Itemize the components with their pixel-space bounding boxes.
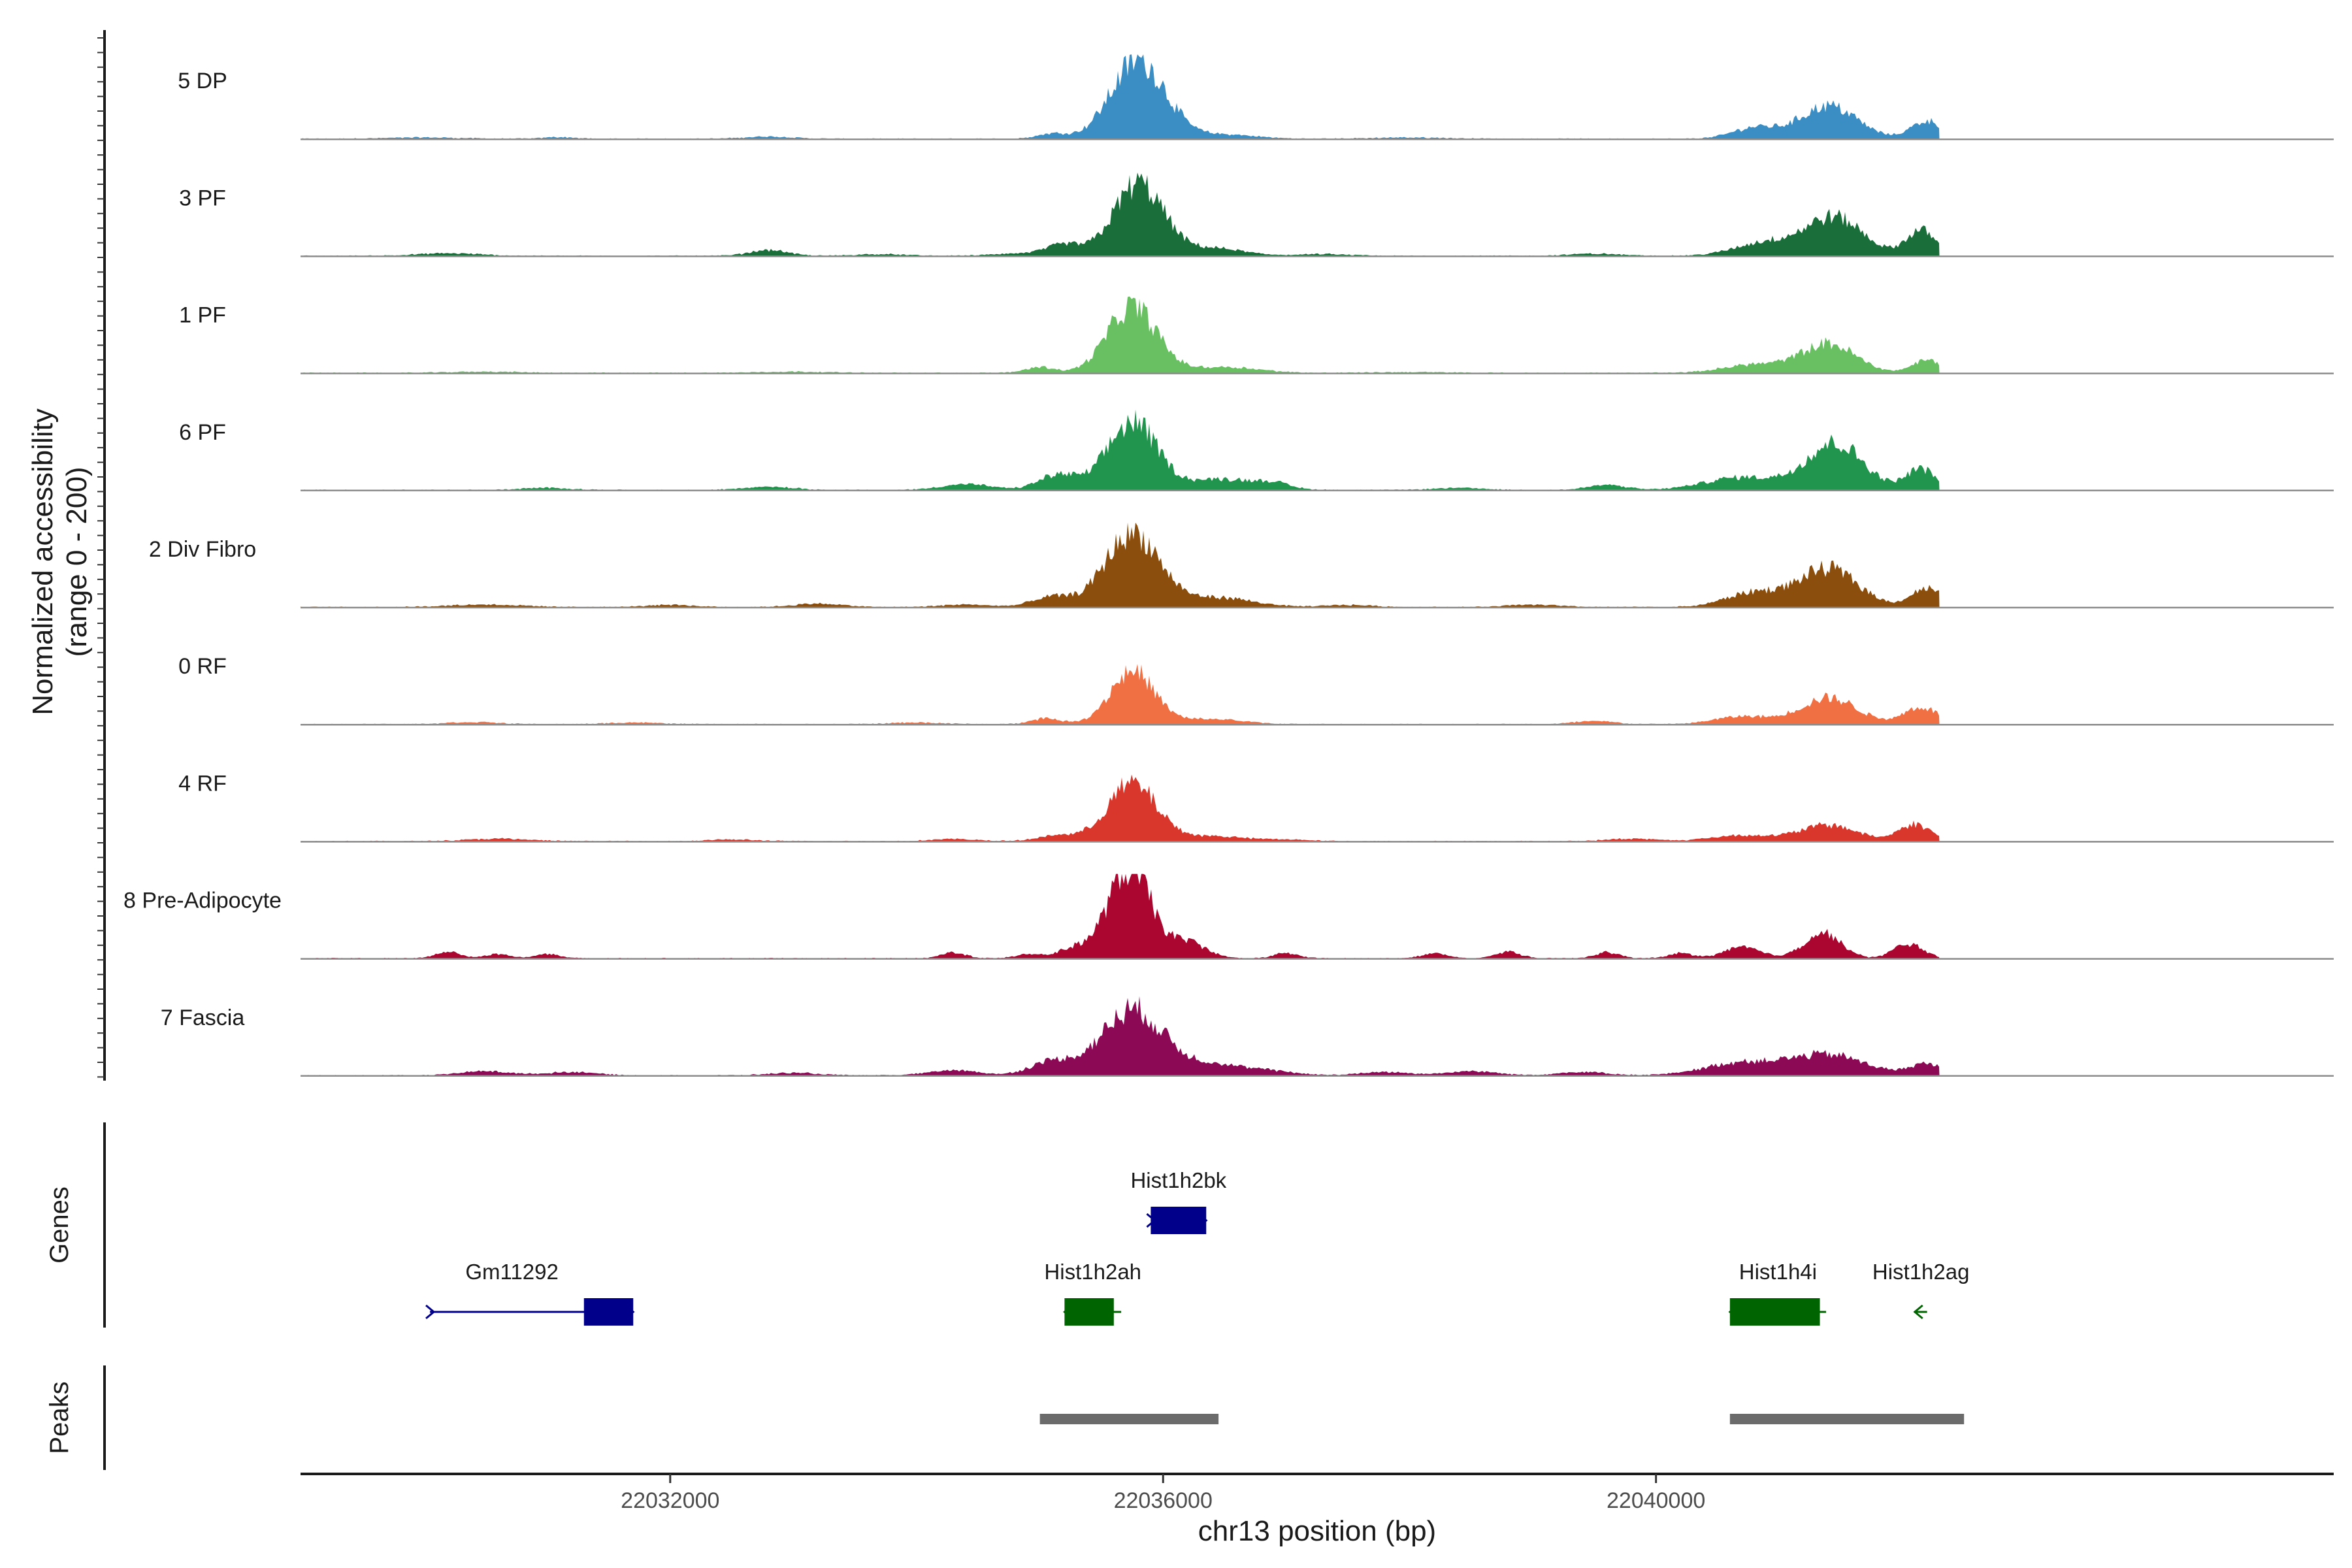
coverage-area-3 xyxy=(301,296,1940,374)
strand-arrow xyxy=(1728,1304,1739,1320)
genes-panel-title: Genes xyxy=(45,1186,74,1264)
gene-label: Hist1h4i xyxy=(1739,1260,1817,1284)
gene-exon xyxy=(1729,1298,1820,1326)
track-5: 2 Div Fibro xyxy=(149,523,2334,609)
gene-exon xyxy=(583,1298,634,1326)
track-label: 2 Div Fibro xyxy=(149,537,256,562)
track-1: 5 DP xyxy=(178,54,2334,140)
strand-arrow xyxy=(625,1304,635,1320)
gene-label: Hist1h2bk xyxy=(1130,1168,1226,1192)
coverage-area-8 xyxy=(301,874,1940,959)
y-axis-title-line1: Normalized accessibility xyxy=(27,408,59,715)
track-7: 4 RF xyxy=(178,771,2334,843)
peaks-panel-title: Peaks xyxy=(45,1381,74,1454)
accessibility-axis xyxy=(97,30,106,1081)
x-axis-ticks: 22032000 22036000 22040000 xyxy=(621,1474,1705,1513)
track-3: 1 PF xyxy=(179,296,2334,374)
x-tick-label: 22040000 xyxy=(1607,1488,1705,1513)
gene-exon xyxy=(1151,1207,1207,1234)
track-label: 8 Pre-Adipocyte xyxy=(123,889,282,913)
gene-Hist1h2ah: Hist1h2ah xyxy=(1044,1260,1141,1326)
gene-label: Gm11292 xyxy=(465,1260,558,1284)
track-label: 0 RF xyxy=(178,654,227,679)
track-2: 3 PF xyxy=(179,172,2334,257)
track-9: 7 Fascia xyxy=(161,996,2334,1077)
x-axis-title: chr13 position (bp) xyxy=(1198,1515,1436,1547)
track-label: 5 DP xyxy=(178,69,227,93)
gene-exon xyxy=(1064,1298,1114,1326)
coverage-area-2 xyxy=(301,172,1940,257)
coverage-area-4 xyxy=(301,409,1940,491)
gene-Gm11292: Gm11292 xyxy=(425,1260,635,1326)
peaks-panel xyxy=(1039,1414,1965,1424)
gene-Hist1h2bk: Hist1h2bk xyxy=(1130,1168,1227,1234)
coverage-tracks: 5 DP 3 PF 1 PF 6 PF 2 Div Fibro 0 RF 4 RF 8 Pre… xyxy=(123,54,2334,1077)
track-label: 6 PF xyxy=(179,420,226,445)
peak-region xyxy=(1039,1414,1219,1424)
coverage-area-6 xyxy=(301,664,1940,725)
track-label: 7 Fascia xyxy=(161,1005,245,1030)
track-6: 0 RF xyxy=(178,654,2334,726)
gene-Hist1h4i: Hist1h4i xyxy=(1728,1260,1826,1326)
strand-arrow xyxy=(1063,1304,1073,1320)
track-4: 6 PF xyxy=(179,409,2334,492)
strand-arrow xyxy=(1146,1213,1156,1228)
coverage-area-1 xyxy=(301,54,1940,140)
strand-arrow xyxy=(1913,1304,1923,1320)
y-axis-title-line2: (range 0 - 200) xyxy=(61,466,93,657)
gene-Hist1h2ag: Hist1h2ag xyxy=(1872,1260,1970,1320)
track-label: 4 RF xyxy=(178,771,227,796)
x-tick-label: 22032000 xyxy=(621,1488,719,1513)
gene-label: Hist1h2ag xyxy=(1872,1260,1970,1284)
gene-label: Hist1h2ah xyxy=(1044,1260,1141,1284)
coverage-area-5 xyxy=(301,523,1940,608)
strand-arrow xyxy=(425,1304,436,1320)
x-tick-label: 22036000 xyxy=(1114,1488,1213,1513)
coverage-area-7 xyxy=(301,774,1940,842)
track-label: 3 PF xyxy=(179,186,226,210)
gene-annotation-panel: Hist1h2bk Gm11292 Hist1h2ah Hist1h4i Hist1h2… xyxy=(425,1168,1970,1326)
strand-arrow xyxy=(1198,1213,1208,1228)
peak-region xyxy=(1729,1414,1965,1424)
track-label: 1 PF xyxy=(179,303,226,328)
coverage-area-9 xyxy=(301,996,1940,1076)
track-8: 8 Pre-Adipocyte xyxy=(123,874,2334,960)
